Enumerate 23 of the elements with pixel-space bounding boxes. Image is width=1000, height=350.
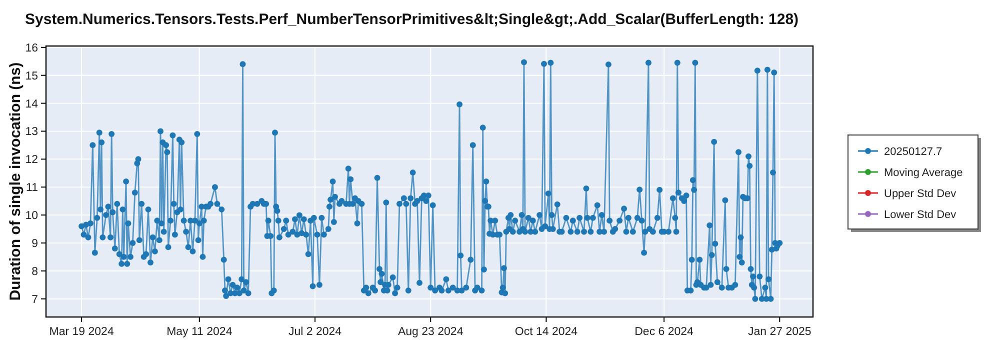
y-tick-label: 8 — [32, 266, 38, 278]
y-tick-label: 10 — [25, 210, 38, 222]
x-tick-label: Oct 14 2024 — [514, 326, 578, 338]
chart-title: System.Numerics.Tensors.Tests.Perf_NumberTensorPrimitives&lt;Single&gt;.Add_Scalar(BufferLength: 128) — [25, 11, 799, 28]
x-tick-label: Jul 2 2024 — [288, 326, 342, 338]
y-tick-label: 16 — [25, 42, 38, 54]
legend-label: Lower Std Dev — [884, 208, 957, 221]
y-axis-title: Duration of single invocation (ns) — [7, 62, 24, 301]
x-tick-label: Aug 23 2024 — [398, 326, 464, 338]
y-tick-label: 9 — [32, 238, 38, 250]
y-tick-label: 12 — [25, 154, 38, 166]
y-tick-label: 14 — [25, 98, 39, 110]
x-tick-label: Mar 19 2024 — [49, 326, 114, 338]
y-tick-label: 7 — [32, 294, 38, 306]
y-tick-label: 11 — [26, 182, 38, 194]
y-tick-label: 15 — [25, 70, 38, 82]
x-tick-label: Dec 6 2024 — [634, 326, 694, 338]
legend-label: Moving Average — [884, 166, 963, 179]
x-tick-label: May 11 2024 — [166, 326, 233, 338]
legend-label: 20250127.7 — [884, 146, 942, 158]
legend-label: Upper Std Dev — [884, 188, 957, 200]
x-tick-label: Jan 27 2025 — [748, 326, 812, 338]
y-tick-label: 13 — [25, 126, 38, 138]
